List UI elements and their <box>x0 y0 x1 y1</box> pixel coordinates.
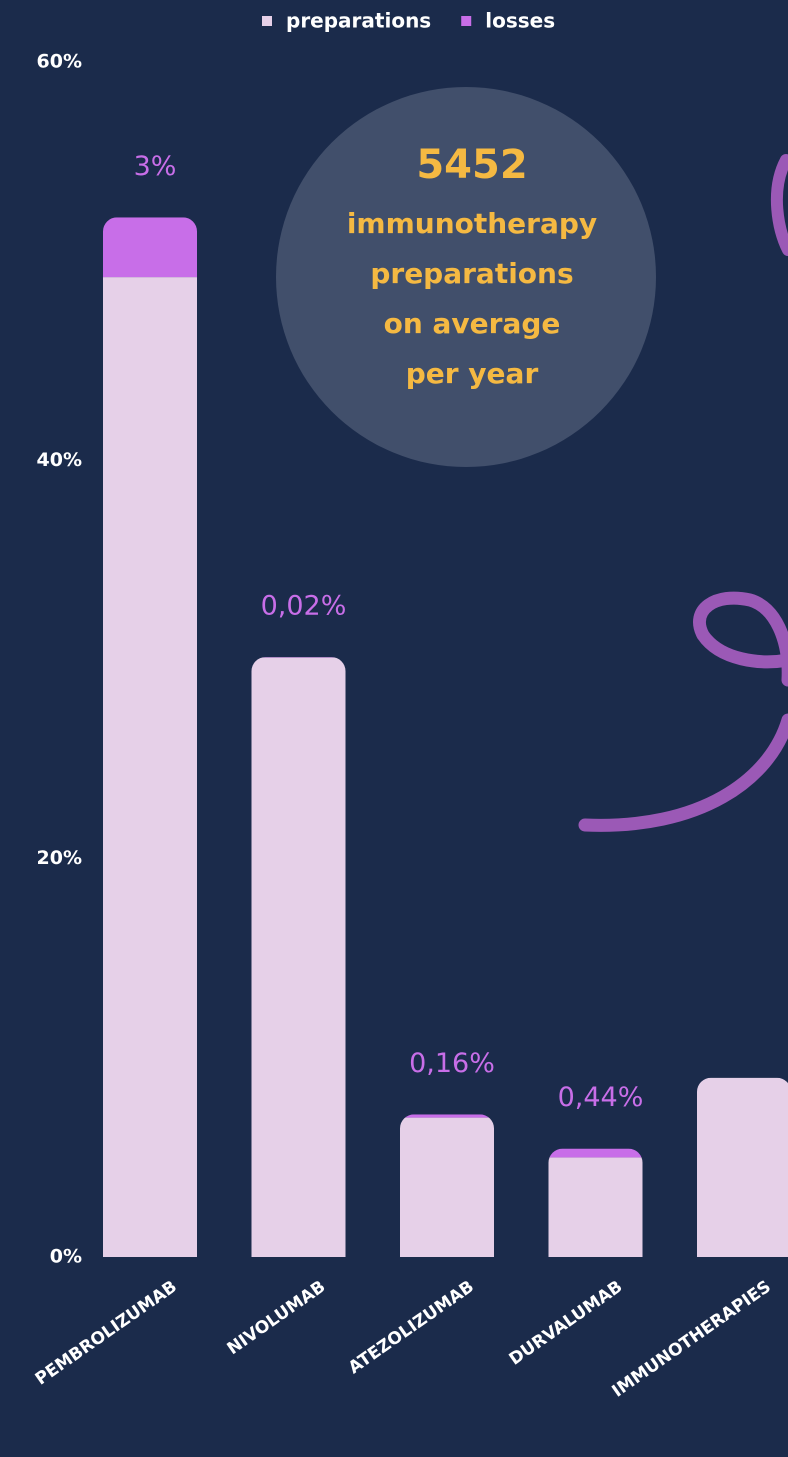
bar-segment <box>251 657 346 1257</box>
y-tick-label: 20% <box>37 847 82 869</box>
decor-swirl <box>770 154 788 256</box>
bar-segment <box>697 1077 788 1257</box>
bar-segment <box>548 1148 643 1158</box>
bar-segment <box>400 1117 494 1257</box>
x-tick-label: DURVALUMAB <box>506 1277 627 1370</box>
y-tick-label: 40% <box>37 449 82 471</box>
annotation-text: per year <box>406 357 539 390</box>
x-tick-label: ATEZOLIZUMAB <box>345 1277 478 1378</box>
x-tick-label: NIVOLUMAB <box>224 1277 330 1359</box>
bar-segment <box>548 1157 643 1257</box>
bar-segment <box>400 1114 494 1118</box>
value-label: 0,44% <box>558 1082 644 1113</box>
bar-segment <box>103 217 197 278</box>
annotation-circle <box>276 87 656 467</box>
legend-swatch <box>262 16 272 26</box>
annotation-text: immunotherapy <box>347 207 597 240</box>
x-tick-label: IMMUNOTHERAPIES <box>608 1277 774 1402</box>
y-tick-label: 60% <box>37 51 82 73</box>
value-label: 3% <box>134 151 177 182</box>
legend-label: preparations <box>286 9 431 33</box>
value-label: 0,16% <box>409 1048 495 1079</box>
annotation-number: 5452 <box>416 142 527 188</box>
decor-swirl <box>578 591 788 832</box>
legend-swatch <box>461 16 472 26</box>
y-tick-label: 0% <box>50 1246 82 1268</box>
value-label: 0,02% <box>261 591 347 622</box>
legend-label: losses <box>485 9 555 33</box>
annotation-text: preparations <box>370 257 573 290</box>
annotation-text: on average <box>384 307 561 340</box>
bar-segment <box>103 277 197 1258</box>
x-tick-label: PEMBROLIZUMAB <box>32 1277 181 1390</box>
